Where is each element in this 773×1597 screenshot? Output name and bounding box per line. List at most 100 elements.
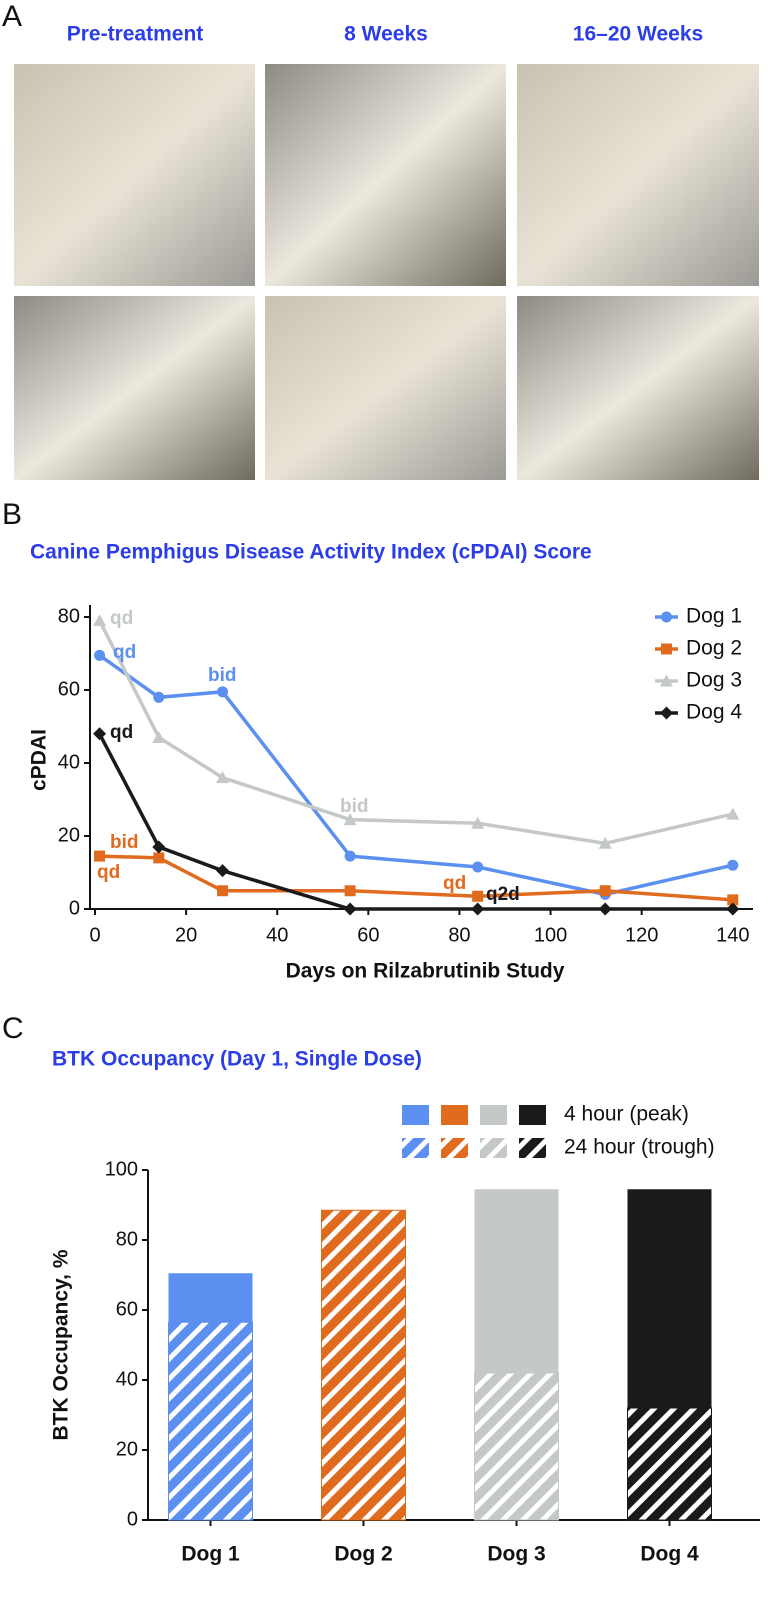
y-tick-label: 40 bbox=[116, 1368, 138, 1390]
bar bbox=[627, 1407, 712, 1521]
photo-column-title: 16–20 Weeks bbox=[573, 23, 703, 46]
y-tick-label: 40 bbox=[58, 751, 80, 773]
y-tick-label: 80 bbox=[58, 605, 80, 627]
marker bbox=[93, 614, 107, 627]
marker bbox=[344, 885, 356, 897]
y-axis-label: BTK Occupancy, % bbox=[50, 1249, 73, 1440]
annotation: qd bbox=[110, 722, 133, 743]
chart-title: BTK Occupancy (Day 1, Single Dose) bbox=[52, 1048, 422, 1071]
y-tick-label: 60 bbox=[116, 1298, 138, 1320]
marker bbox=[660, 674, 673, 687]
y-tick-label: 20 bbox=[116, 1438, 138, 1460]
marker bbox=[599, 885, 611, 897]
marker bbox=[216, 771, 230, 784]
x-tick-label: Dog 3 bbox=[487, 1543, 545, 1566]
x-tick-label: Dog 2 bbox=[334, 1543, 392, 1566]
annotation: bid bbox=[208, 665, 237, 686]
legend-swatch bbox=[519, 1105, 546, 1125]
marker bbox=[727, 859, 739, 871]
y-tick-label: 0 bbox=[69, 897, 80, 919]
x-tick-label: 80 bbox=[448, 924, 470, 946]
y-tick-label: 100 bbox=[105, 1158, 138, 1180]
marker bbox=[472, 890, 484, 902]
y-tick-label: 60 bbox=[58, 678, 80, 700]
marker bbox=[726, 902, 740, 916]
panel-label: B bbox=[2, 498, 22, 531]
photo bbox=[265, 296, 506, 480]
chart-title: Canine Pemphigus Disease Activity Index … bbox=[30, 541, 592, 564]
panel-label: C bbox=[2, 1012, 24, 1045]
y-tick-label: 80 bbox=[116, 1228, 138, 1250]
marker bbox=[94, 649, 106, 661]
photo bbox=[517, 64, 759, 286]
x-tick-label: 0 bbox=[89, 924, 100, 946]
annotation: bid bbox=[340, 796, 369, 817]
legend-swatch bbox=[441, 1105, 468, 1125]
x-tick-label: 120 bbox=[625, 924, 658, 946]
photo bbox=[14, 296, 255, 480]
x-tick-label: Dog 1 bbox=[181, 1543, 240, 1566]
marker bbox=[471, 816, 485, 829]
x-tick-label: Dog 4 bbox=[640, 1543, 699, 1566]
x-tick-label: 60 bbox=[357, 924, 379, 946]
marker bbox=[217, 885, 229, 897]
annotation: q2d bbox=[486, 884, 520, 905]
photo-column-title: Pre-treatment bbox=[67, 23, 204, 46]
y-axis-label: cPDAI bbox=[28, 729, 51, 791]
photo bbox=[265, 64, 506, 286]
marker bbox=[472, 861, 484, 873]
annotation: qd bbox=[113, 642, 136, 663]
annotation: qd bbox=[97, 862, 120, 883]
marker bbox=[152, 730, 166, 743]
photo bbox=[14, 64, 255, 286]
legend-swatch bbox=[402, 1105, 429, 1125]
marker bbox=[726, 807, 740, 820]
marker bbox=[471, 902, 485, 916]
marker bbox=[217, 686, 229, 698]
x-tick-label: 40 bbox=[266, 924, 288, 946]
marker bbox=[661, 643, 672, 655]
marker bbox=[153, 852, 165, 864]
legend-label: Dog 3 bbox=[686, 669, 742, 692]
legend-label: 4 hour (peak) bbox=[564, 1103, 689, 1126]
y-tick-label: 20 bbox=[58, 824, 80, 846]
x-axis-label: Days on Rilzabrutinib Study bbox=[286, 960, 565, 983]
y-tick-label: 0 bbox=[127, 1508, 138, 1530]
photo bbox=[517, 296, 759, 480]
marker bbox=[343, 902, 357, 916]
legend-swatch bbox=[480, 1138, 507, 1158]
marker bbox=[344, 850, 356, 862]
marker bbox=[598, 836, 612, 849]
photo-column-title: 8 Weeks bbox=[344, 23, 428, 46]
marker bbox=[727, 894, 739, 906]
marker bbox=[660, 706, 673, 720]
annotation: qd bbox=[110, 608, 133, 629]
legend-swatch bbox=[402, 1138, 429, 1158]
marker bbox=[153, 691, 165, 703]
legend-swatch bbox=[480, 1105, 507, 1125]
legend-label: Dog 4 bbox=[686, 701, 742, 724]
marker bbox=[343, 813, 357, 826]
marker bbox=[94, 850, 106, 862]
legend-label: Dog 2 bbox=[686, 637, 742, 660]
bar bbox=[321, 1209, 406, 1521]
marker bbox=[152, 840, 166, 854]
series-line bbox=[97, 619, 734, 846]
x-tick-label: 100 bbox=[534, 924, 567, 946]
bar bbox=[474, 1372, 559, 1521]
legend-label: Dog 1 bbox=[686, 605, 742, 628]
legend-swatch bbox=[519, 1138, 546, 1158]
bar bbox=[168, 1321, 253, 1521]
legend-label: 24 hour (trough) bbox=[564, 1136, 715, 1159]
marker bbox=[661, 611, 672, 623]
x-tick-label: 140 bbox=[716, 924, 749, 946]
x-tick-label: 20 bbox=[175, 924, 197, 946]
marker bbox=[598, 902, 612, 916]
annotation: bid bbox=[110, 832, 139, 853]
marker bbox=[93, 727, 107, 741]
annotation: qd bbox=[443, 873, 466, 894]
legend-swatch bbox=[441, 1138, 468, 1158]
marker bbox=[216, 864, 230, 878]
panel-a: A Pre-treatment 8 Weeks 16–20 Weeks bbox=[2, 0, 759, 480]
